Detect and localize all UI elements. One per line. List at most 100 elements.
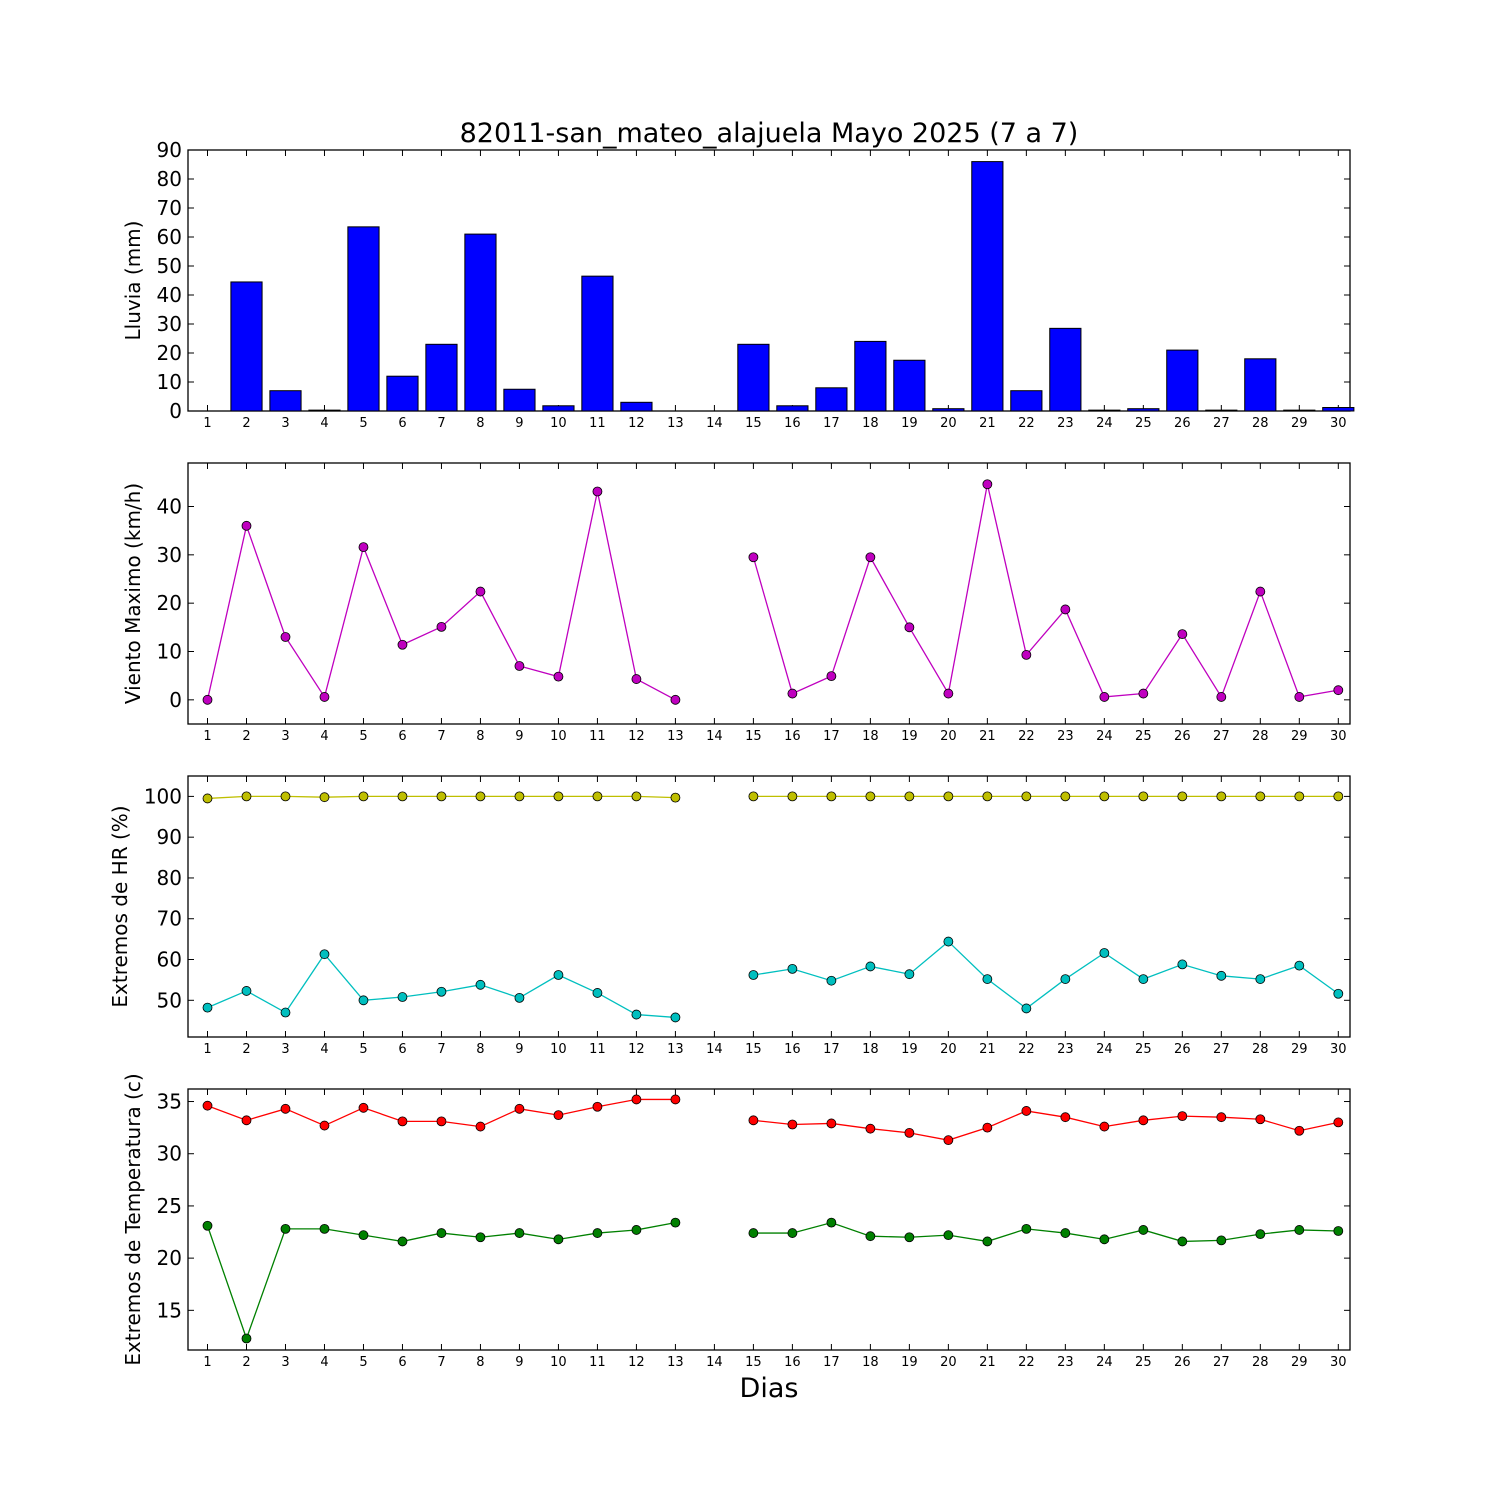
data-point [1060,604,1071,615]
x-tick-label: 2 [242,729,250,744]
x-tick-label: 14 [706,1042,723,1057]
data-point [943,1135,954,1146]
x-tick-label: 26 [1174,1355,1191,1370]
data-point [670,694,681,705]
x-tick-label: 7 [437,729,445,744]
x-tick-label: 15 [745,1355,762,1370]
data-point [631,1225,642,1235]
data-point [280,1103,291,1114]
x-tick-label: 1 [203,1042,211,1057]
data-point [1255,974,1266,984]
x-tick-label: 24 [1096,416,1113,431]
data-point [826,671,837,682]
x-tick-label: 20 [940,1042,957,1057]
x-tick-label: 6 [398,1042,406,1057]
y-tick-label: 10 [157,640,182,664]
data-point [943,1230,954,1241]
x-tick-label: 13 [667,1042,684,1057]
data-point [943,791,954,802]
data-point [1138,791,1149,802]
x-tick-label: 29 [1291,1042,1308,1057]
data-point [319,792,330,803]
x-tick-label: 17 [823,1042,840,1057]
data-point [826,975,837,986]
data-point [1060,1112,1071,1123]
x-tick-label: 18 [862,1042,879,1057]
plot-frame [187,1088,1351,1351]
x-tick-label: 11 [589,416,606,431]
data-point [1138,1225,1149,1235]
x-tick-label: 21 [979,1042,996,1057]
data-point [748,1228,759,1238]
x-tick-label: 8 [476,1042,484,1057]
data-point [670,1094,681,1105]
x-tick-label: 9 [515,1042,523,1057]
y-tick-label: 35 [157,1090,182,1114]
x-tick-label: 3 [281,729,289,744]
data-point [553,1234,564,1245]
data-point [319,692,330,702]
data-point [514,661,525,671]
x-tick-label: 30 [1330,729,1347,744]
data-point [904,622,915,633]
x-tick-label: 14 [706,416,723,431]
x-tick-label: 25 [1135,416,1152,431]
x-tick-label: 12 [628,1042,645,1057]
data-point [241,986,252,996]
data-point [1294,1125,1305,1136]
data-point [436,1228,447,1238]
x-tick-label: 6 [398,729,406,744]
y-tick-label: 40 [157,495,182,519]
data-point [982,479,993,490]
y-tick-label: 20 [157,591,182,615]
data-point [592,1228,603,1238]
data-point [1099,948,1110,958]
data-point [592,791,603,802]
y-tick-label: 90 [157,138,182,162]
x-tick-label: 22 [1018,729,1035,744]
x-tick-label: 12 [628,416,645,431]
data-point [631,674,642,684]
x-tick-label: 4 [320,1042,328,1057]
rain-bar [893,359,926,412]
y-tick-label: 60 [157,948,182,972]
y-tick-label: 80 [157,167,182,191]
data-point [1333,685,1344,696]
x-tick-label: 8 [476,416,484,431]
data-point [1216,970,1227,981]
data-point [1021,649,1032,660]
x-tick-label: 25 [1135,1042,1152,1057]
data-point [982,974,993,984]
y-tick-label: 40 [157,283,182,307]
data-point [1216,791,1227,802]
rain-bar [1127,408,1160,412]
rain-bar [1283,409,1316,412]
rain-bar [971,161,1004,412]
x-tick-label: 11 [589,729,606,744]
x-tick-label: 17 [823,1355,840,1370]
data-point [1177,629,1188,639]
y-tick-label: 30 [157,543,182,567]
data-point [982,791,993,802]
rain-bar [815,387,848,412]
x-tick-label: 30 [1330,1355,1347,1370]
data-point [1021,1106,1032,1116]
x-tick-label: 15 [745,416,762,431]
x-tick-label: 22 [1018,1042,1035,1057]
x-tick-label: 19 [901,1042,918,1057]
data-point [943,936,954,947]
data-point [358,995,369,1006]
x-tick-label: 5 [359,729,367,744]
data-point [748,791,759,802]
x-tick-label: 20 [940,1355,957,1370]
y-tick-label: 70 [157,907,182,931]
y-axis-label: Viento Maximo (km/h) [121,483,145,704]
x-tick-label: 16 [784,416,801,431]
data-point [1099,692,1110,702]
x-tick-label: 26 [1174,729,1191,744]
x-tick-label: 6 [398,416,406,431]
data-point [241,1115,252,1126]
data-point [319,1223,330,1234]
data-point [982,1122,993,1133]
